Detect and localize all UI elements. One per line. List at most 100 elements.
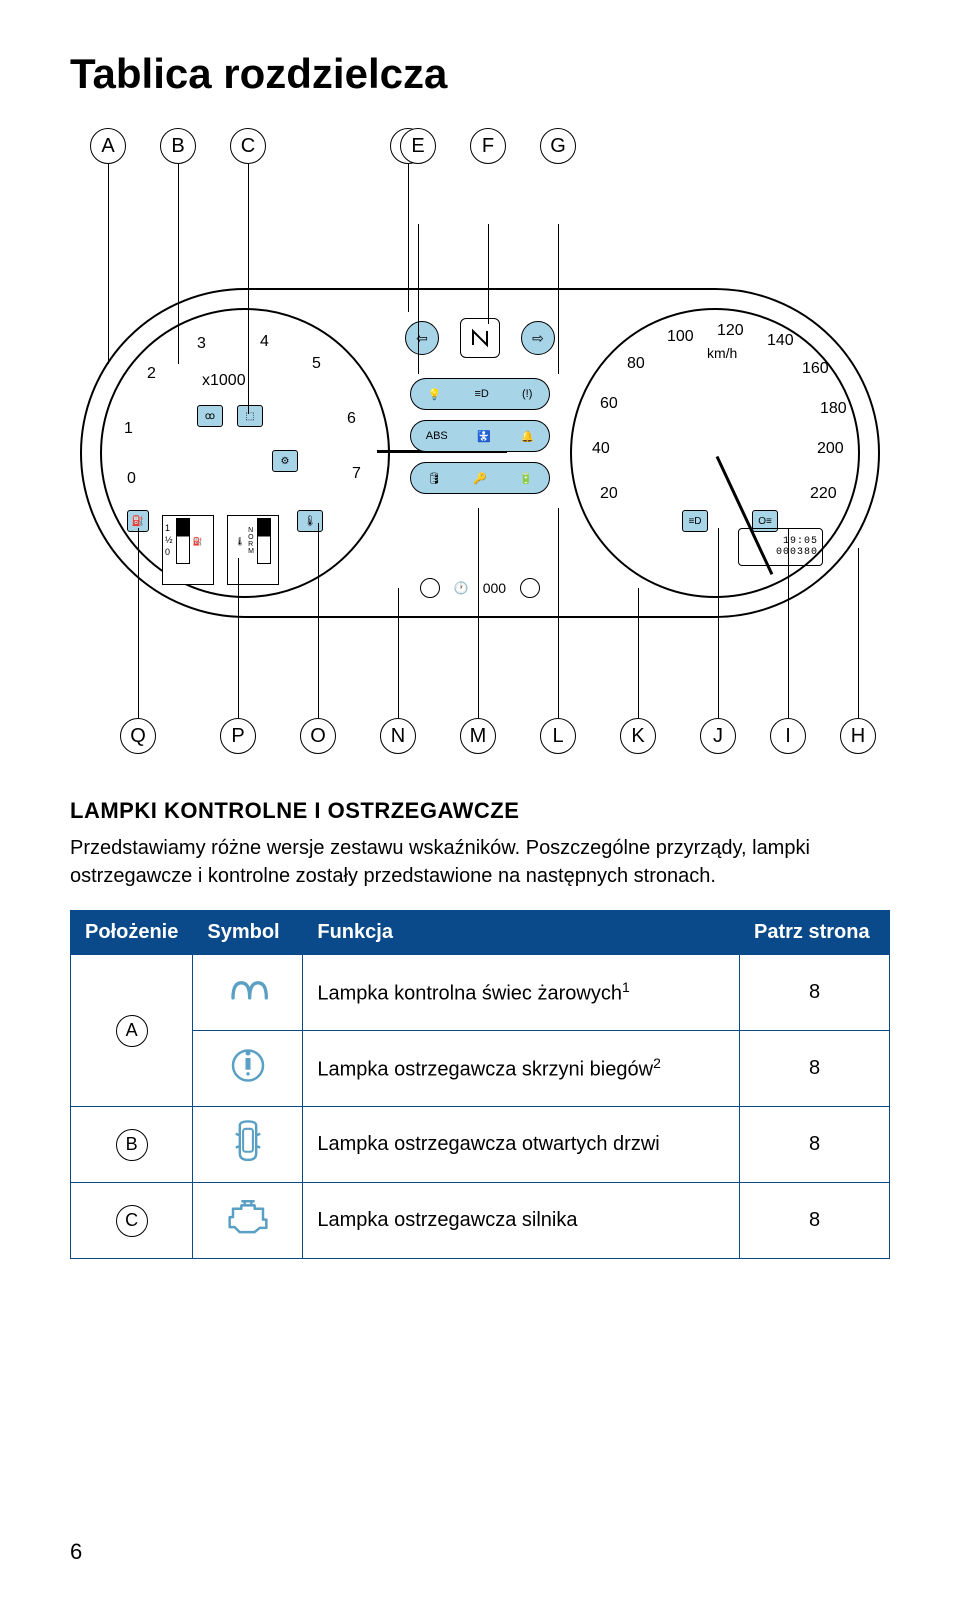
lead-line [238, 558, 239, 718]
lead-line [138, 528, 139, 718]
lead-line [248, 164, 249, 414]
tach-tick: 4 [260, 333, 269, 351]
speed-val: 180 [820, 400, 847, 418]
speed-val: 200 [817, 440, 844, 458]
clock-icon: 🕐 [454, 581, 469, 595]
left-turn-icon: ⇦ [405, 321, 439, 355]
lead-line [488, 224, 489, 324]
tachometer: x1000 0 1 2 3 4 5 6 7 ꝏ ⬚ ⚙ ⛽ 1 ½ 0 [100, 308, 390, 598]
position-letter: A [116, 1015, 148, 1047]
instrument-cluster: x1000 0 1 2 3 4 5 6 7 ꝏ ⬚ ⚙ ⛽ 1 ½ 0 [80, 288, 880, 618]
digital-odo: 000380 [743, 547, 818, 558]
func-cell: Lampka ostrzegawcza silnika [303, 1183, 740, 1259]
neutral-box [460, 318, 500, 358]
table-row: A Lampka kontrolna świec żarowych1 8 [71, 955, 890, 1031]
th-page: Patrz strona [740, 911, 890, 955]
speed-val: 80 [627, 355, 645, 373]
indicator-table: Położenie Symbol Funkcja Patrz strona A … [70, 910, 890, 1259]
pos-cell: A [71, 955, 193, 1107]
tach-tick: 5 [312, 355, 321, 373]
callout-O: O [300, 718, 336, 754]
foglight-front-ind: ≡D [682, 510, 708, 532]
callout-L: L [540, 718, 576, 754]
callout-N: N [380, 718, 416, 754]
speed-val: 220 [810, 485, 837, 503]
lead-line [418, 224, 419, 374]
speed-val: 60 [600, 395, 618, 413]
airbag-icon: 🚼 [477, 430, 491, 443]
table-header-row: Położenie Symbol Funkcja Patrz strona [71, 911, 890, 955]
section-heading: LAMPKI KONTROLNE I OSTRZEGAWCZE [70, 798, 890, 824]
speed-val: 140 [767, 332, 794, 350]
sym-cell [193, 1183, 303, 1259]
tach-tick: 2 [147, 365, 156, 383]
page-number: 6 [70, 1539, 890, 1565]
dashboard-diagram: A B C D E F G x1000 0 1 2 3 4 5 6 7 ꝏ ⬚ … [70, 128, 890, 768]
speed-val: 20 [600, 485, 618, 503]
door-ind: ⬚ [237, 405, 263, 427]
speed-val: 40 [592, 440, 610, 458]
table-row: C Lampka ostrzegawcza silnika 8 [71, 1183, 890, 1259]
sym-cell [193, 1107, 303, 1183]
transmission-icon [223, 1043, 273, 1088]
callout-C: C [230, 128, 266, 164]
callout-E: E [400, 128, 436, 164]
tach-tick: 3 [197, 335, 206, 353]
callout-Q: Q [120, 718, 156, 754]
door-ajar-icon [223, 1119, 273, 1164]
tach-tick: 7 [352, 465, 361, 483]
lead-line [858, 548, 859, 718]
tach-tick: 1 [124, 420, 133, 438]
speed-unit: km/h [707, 345, 737, 361]
digital-clock: 19:05 [743, 536, 818, 547]
glow-plug-ind: ꝏ [197, 405, 223, 427]
lead-line [558, 508, 559, 718]
glow-plug-icon [223, 967, 273, 1012]
seatbelt-icon: 🔔 [521, 430, 535, 443]
tach-unit: x1000 [202, 372, 246, 390]
pos-cell: C [71, 1183, 193, 1259]
trip-knob-right [520, 578, 540, 598]
trip-odo: 000 [483, 580, 506, 596]
engine-ind: ⚙ [272, 450, 298, 472]
temp-gauge: 🌡 N O R M [227, 515, 279, 585]
lead-line [408, 164, 409, 312]
neutral-icon [469, 327, 491, 349]
callout-F: F [470, 128, 506, 164]
position-letter: C [116, 1205, 148, 1237]
lead-line [398, 588, 399, 718]
fuel-gauge: 1 ½ 0 ⛽ [162, 515, 214, 585]
func-cell: Lampka kontrolna świec żarowych1 [303, 955, 740, 1031]
bottom-center: 🕐 000 [420, 578, 540, 598]
page-cell: 8 [740, 955, 890, 1031]
pos-cell: B [71, 1107, 193, 1183]
turn-signal-row: ⇦ ⇨ [405, 318, 555, 358]
abs-icon: ABS [426, 430, 448, 442]
lead-line [108, 164, 109, 364]
th-position: Położenie [71, 911, 193, 955]
lead-line [318, 523, 319, 718]
sym-cell [193, 955, 303, 1031]
callout-M: M [460, 718, 496, 754]
func-cell: Lampka ostrzegawcza skrzyni biegów2 [303, 1031, 740, 1107]
th-symbol: Symbol [193, 911, 303, 955]
key-icon: 🔑 [473, 472, 487, 485]
page-cell: 8 [740, 1031, 890, 1107]
bulb-icon: 💡 [428, 388, 442, 401]
page-title: Tablica rozdzielcza [70, 50, 890, 98]
lead-line [178, 164, 179, 364]
callout-P: P [220, 718, 256, 754]
callout-G: G [540, 128, 576, 164]
speed-val: 160 [802, 360, 829, 378]
speed-val: 120 [717, 322, 744, 340]
center-indicators: ⇦ ⇨ 💡 ≡D (!) ABS 🚼 🔔 🛢 🔑 🔋 [410, 318, 550, 494]
body-paragraph: Przedstawiamy różne wersje zestawu wskaź… [70, 834, 890, 890]
battery-icon: 🔋 [519, 472, 533, 485]
th-function: Funkcja [303, 911, 740, 955]
callout-H: H [840, 718, 876, 754]
callout-A: A [90, 128, 126, 164]
position-letter: B [116, 1129, 148, 1161]
tach-tick: 0 [127, 470, 136, 488]
speed-val: 100 [667, 328, 694, 346]
trip-knob-left [420, 578, 440, 598]
